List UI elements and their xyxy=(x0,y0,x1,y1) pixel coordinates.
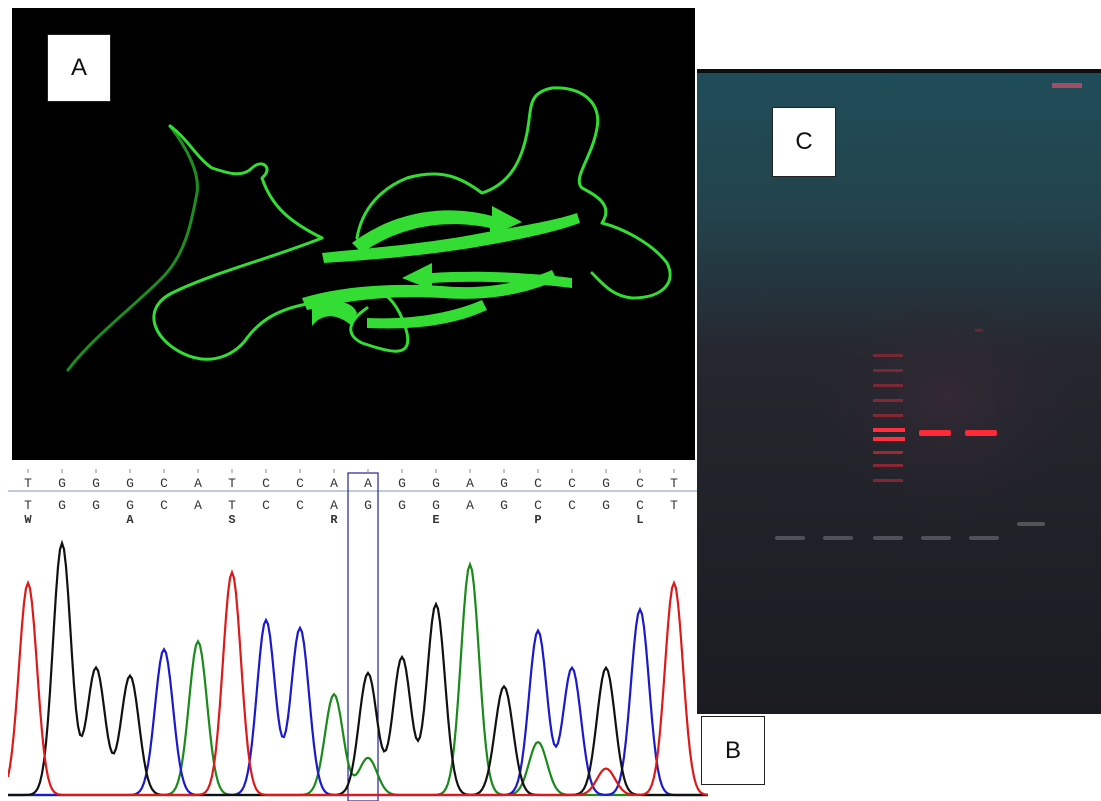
base-label: G xyxy=(432,476,440,491)
trace-C xyxy=(8,606,708,797)
protein-structure-panel xyxy=(12,8,695,460)
amino-acid-label: P xyxy=(534,513,541,527)
called-base-label: C xyxy=(534,498,542,513)
base-label: G xyxy=(398,476,406,491)
amino-acid-label: E xyxy=(432,513,439,527)
called-base-label: C xyxy=(568,498,576,513)
ribbon-tail xyxy=(66,124,199,372)
gel-glow xyxy=(817,279,1077,519)
called-base-label: G xyxy=(432,498,440,513)
base-label: A xyxy=(194,476,202,491)
base-label: G xyxy=(602,476,610,491)
base-label: A xyxy=(330,476,338,491)
amino-acid-label: S xyxy=(228,513,235,527)
gel-image xyxy=(697,69,1101,714)
ribbon-coil xyxy=(168,124,324,240)
pcr-band-lane-2 xyxy=(965,430,997,436)
called-base-label: A xyxy=(330,498,338,513)
amino-acid-label: L xyxy=(636,513,643,527)
amino-acid-label: R xyxy=(330,513,338,527)
pcr-band-lane-1 xyxy=(919,430,951,436)
called-base-label: T xyxy=(228,498,236,513)
called-base-label: C xyxy=(636,498,644,513)
base-label: G xyxy=(58,476,66,491)
amino-acid-label: W xyxy=(24,513,32,527)
dna-ladder xyxy=(873,354,905,482)
panel-label-a: A xyxy=(47,34,111,102)
called-base-label: G xyxy=(126,498,134,513)
called-base-label: G xyxy=(58,498,66,513)
base-label: A xyxy=(364,476,372,491)
gel-electrophoresis-panel xyxy=(697,69,1101,714)
protein-ribbon-render xyxy=(66,86,672,372)
trace-G xyxy=(8,539,708,797)
called-base-label: G xyxy=(602,498,610,513)
base-label: C xyxy=(262,476,270,491)
cursor-highlight xyxy=(347,472,379,801)
called-base-label: G xyxy=(398,498,406,513)
trace-T xyxy=(8,569,708,797)
called-base-label: C xyxy=(160,498,168,513)
gel-corner-mark xyxy=(1052,83,1082,88)
called-base-label: A xyxy=(466,498,474,513)
ribbon-coil xyxy=(355,86,608,240)
gel-top-edge xyxy=(697,69,1101,73)
beta-strand-arrow xyxy=(312,301,357,326)
ribbon-coil xyxy=(590,221,672,300)
base-label: T xyxy=(24,476,32,491)
called-base-label: G xyxy=(500,498,508,513)
base-label: C xyxy=(636,476,644,491)
base-label: C xyxy=(534,476,542,491)
beta-strand-arrow xyxy=(322,213,580,263)
ribbon-coil xyxy=(349,291,410,353)
gel-wells xyxy=(775,522,1045,540)
base-label: A xyxy=(466,476,474,491)
base-label: C xyxy=(568,476,576,491)
panel-label-b: B xyxy=(701,716,765,785)
base-label: G xyxy=(500,476,508,491)
called-base-label: A xyxy=(194,498,202,513)
base-label: G xyxy=(92,476,100,491)
base-label: G xyxy=(126,476,134,491)
called-base-label: G xyxy=(364,498,372,513)
faint-mark xyxy=(975,329,983,332)
called-base-label: G xyxy=(92,498,100,513)
called-base-label: T xyxy=(670,498,678,513)
ribbon-coil xyxy=(152,236,324,361)
beta-strand-arrow xyxy=(367,300,487,329)
called-base-label: C xyxy=(296,498,304,513)
base-label: T xyxy=(670,476,678,491)
called-base-label: C xyxy=(262,498,270,513)
base-label: C xyxy=(160,476,168,491)
beta-strand-arrow xyxy=(302,270,557,310)
base-label: T xyxy=(228,476,236,491)
called-base-label: T xyxy=(24,498,32,513)
beta-strand-arrow xyxy=(352,206,522,253)
panel-label-c: C xyxy=(772,107,836,177)
base-label: C xyxy=(296,476,304,491)
amino-acid-label: A xyxy=(126,513,134,527)
